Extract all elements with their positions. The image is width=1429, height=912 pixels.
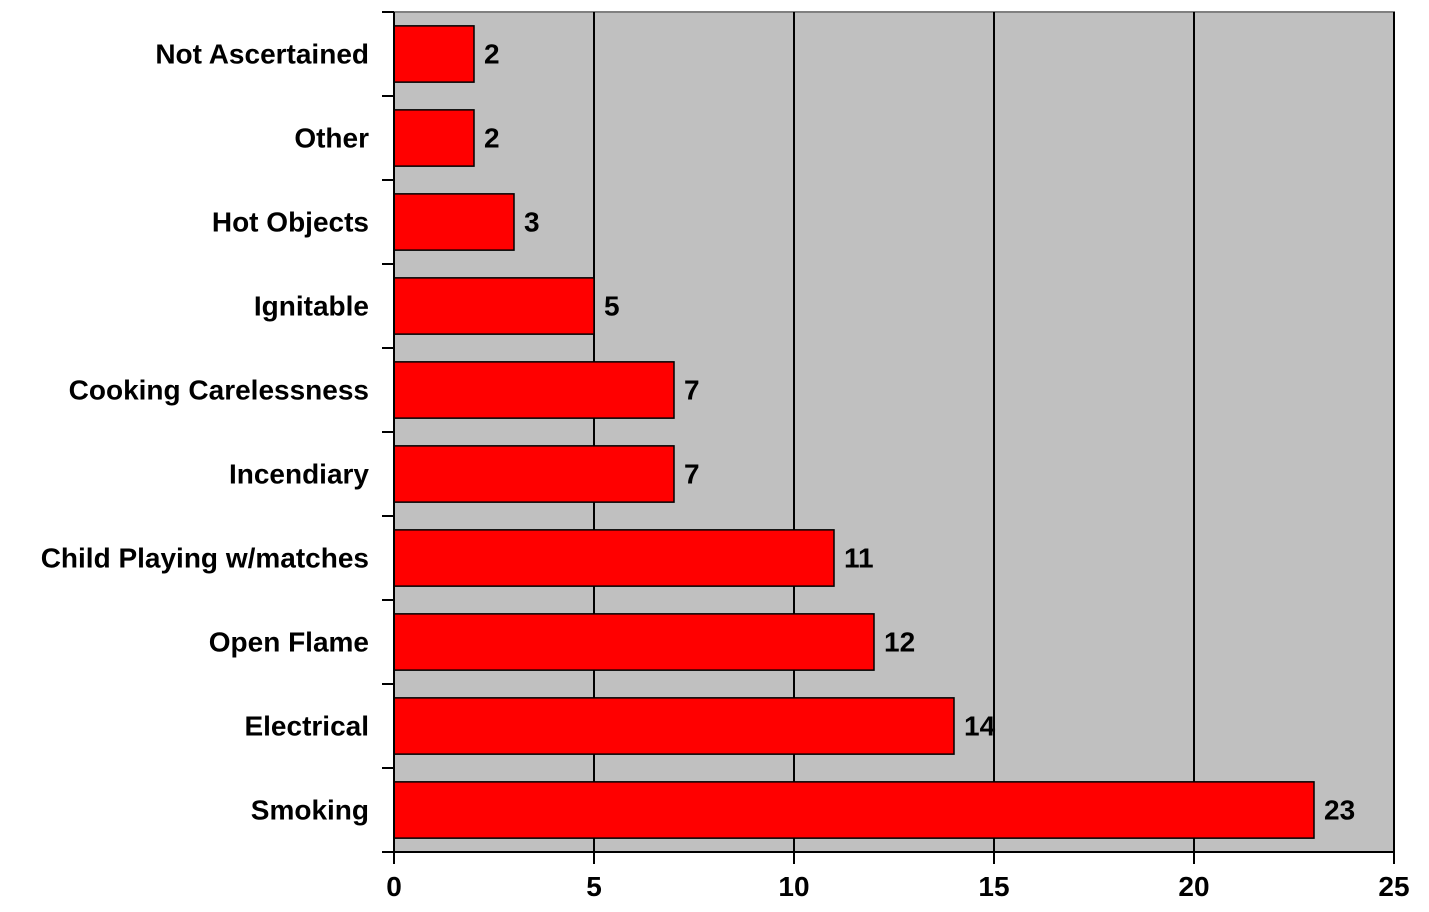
bar (393, 193, 515, 251)
value-label: 5 (604, 291, 620, 322)
bars (393, 25, 1315, 839)
x-tick-labels: 0 5 10 15 20 25 (386, 871, 1409, 902)
x-tick-label: 15 (978, 871, 1009, 902)
category-label: Child Playing w/matches (41, 543, 369, 574)
value-label: 12 (884, 627, 915, 658)
bar (393, 277, 595, 335)
bar (393, 361, 675, 419)
bar (393, 781, 1315, 839)
category-label: Not Ascertained (155, 39, 369, 70)
bar (393, 445, 675, 503)
bar (393, 109, 475, 167)
bar (393, 529, 835, 587)
x-tick-label: 10 (778, 871, 809, 902)
bar (393, 697, 955, 755)
category-label: Electrical (244, 711, 369, 742)
bar (393, 613, 875, 671)
category-label: Open Flame (209, 627, 369, 658)
x-tick-label: 0 (386, 871, 402, 902)
category-label: Incendiary (229, 459, 369, 490)
bar (393, 25, 475, 83)
value-label: 7 (684, 459, 700, 490)
value-label: 7 (684, 375, 700, 406)
category-label: Hot Objects (212, 207, 369, 238)
x-tick-label: 25 (1378, 871, 1409, 902)
x-tick-label: 20 (1178, 871, 1209, 902)
category-labels: Not Ascertained Other Hot Objects Ignitable… (41, 39, 370, 826)
category-label: Other (294, 123, 369, 154)
category-label: Cooking Carelessness (69, 375, 369, 406)
value-label: 14 (964, 711, 996, 742)
value-label: 2 (484, 39, 500, 70)
value-label: 2 (484, 123, 500, 154)
value-label: 23 (1324, 795, 1355, 826)
value-label: 3 (524, 207, 540, 238)
category-label: Ignitable (254, 291, 369, 322)
axes (382, 11, 1395, 864)
category-label: Smoking (251, 795, 369, 826)
value-label: 11 (844, 543, 874, 574)
x-tick-label: 5 (586, 871, 602, 902)
